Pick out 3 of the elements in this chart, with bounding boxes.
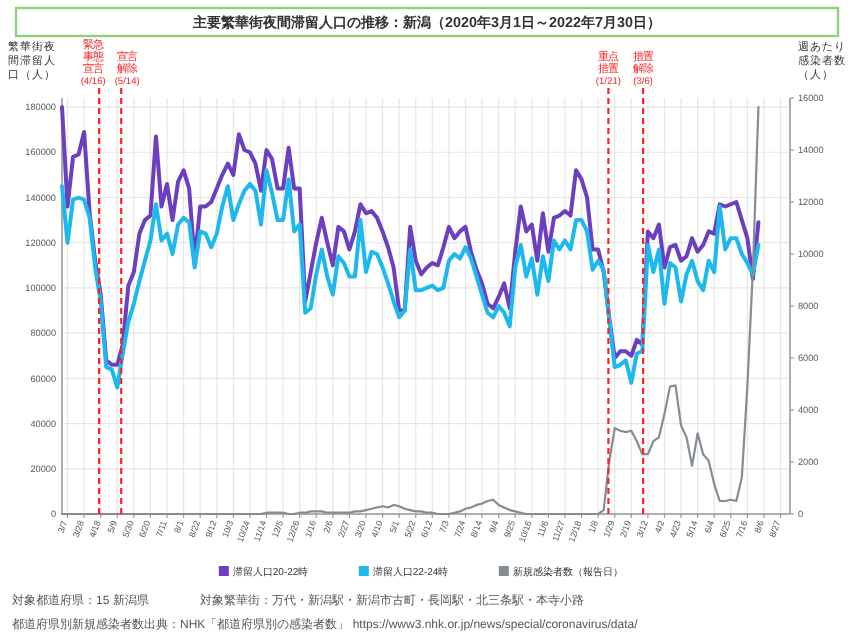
line-series bbox=[60, 106, 760, 516]
line-series bbox=[60, 105, 761, 367]
line-series bbox=[60, 168, 761, 390]
